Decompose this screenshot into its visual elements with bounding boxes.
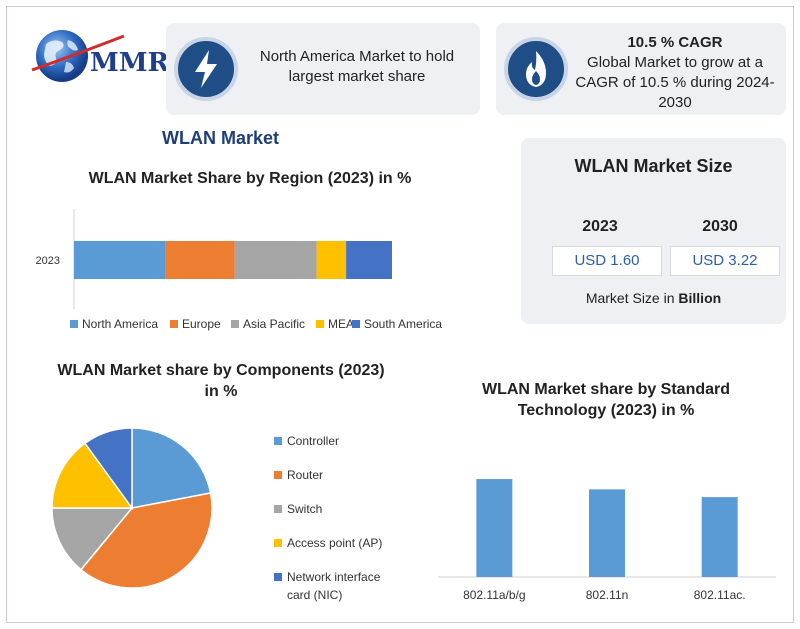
cagr-text-block: 10.5 % CAGR Global Market to grow at a C… <box>570 33 780 113</box>
region-legend-swatch-4 <box>316 320 324 328</box>
region-bar-segment-2 <box>165 241 235 279</box>
market-size-footer-unit: Billion <box>678 290 722 306</box>
technology-chart-title: WLAN Market share by Standard Technology… <box>481 381 731 419</box>
region-category-label: 2023 <box>36 255 60 267</box>
region-legend-label-4: MEA <box>328 317 354 331</box>
pie-legend-swatch-5 <box>274 573 282 581</box>
market-size-title: WLAN Market Size <box>574 156 733 176</box>
technology-bar-chart: 802.11a/b/g 802.11n 802.11ac. <box>438 479 776 602</box>
market-size-footer-prefix: Market Size in <box>585 290 675 306</box>
year-2030-label: 2030 <box>702 218 738 235</box>
pie-legend-label-1: Controller <box>287 434 340 448</box>
pie-legend-swatch-1 <box>274 437 282 445</box>
pie-legend-item-4: Access point (AP) <box>274 534 404 552</box>
market-size-card: WLAN Market Size 2023 2030 USD 1.60 USD … <box>521 138 786 324</box>
cagr-card: 10.5 % CAGR Global Market to grow at a C… <box>496 23 786 115</box>
region-legend-swatch-1 <box>70 320 78 328</box>
region-legend-swatch-5 <box>352 320 360 328</box>
pie-legend-label-3: Switch <box>287 502 323 516</box>
tech-category-label-1: 802.11a/b/g <box>463 588 526 602</box>
flame-icon-badge <box>504 37 568 101</box>
region-highlight-text: North America Market to hold largest mar… <box>259 48 455 85</box>
pie-slice-1 <box>131 427 212 509</box>
year-2023-label: 2023 <box>582 218 618 235</box>
pie-legend-label-2: Router <box>287 468 324 482</box>
pie-slice-3 <box>51 507 134 571</box>
market-size-footer: Market Size in Billion <box>521 290 786 306</box>
region-legend-swatch-2 <box>170 320 178 328</box>
lightning-icon <box>195 50 217 88</box>
cagr-description: Global Market to grow at a CAGR of 10.5 … <box>575 54 775 111</box>
market-title: WLAN Market <box>162 128 280 148</box>
region-bar-segment-3 <box>234 241 317 279</box>
tech-bar-1 <box>476 479 513 577</box>
components-pie-chart <box>51 427 213 589</box>
region-chart-title: WLAN Market Share by Region (2023) in % <box>88 170 412 187</box>
mmr-logo: MMR <box>24 22 169 92</box>
globe-icon <box>31 30 125 82</box>
region-stacked-bar-chart: 2023 North America Europe Asia Pacific MEA So… <box>36 209 442 331</box>
pie-slice-5 <box>83 427 133 511</box>
region-legend-label-2: Europe <box>182 317 221 331</box>
pie-legend-item-1: Controller <box>274 432 404 450</box>
logo-text: MMR <box>90 48 170 78</box>
region-legend-swatch-3 <box>231 320 239 328</box>
pie-legend-swatch-3 <box>274 505 282 513</box>
pie-legend-swatch-2 <box>274 471 282 479</box>
pie-legend-swatch-4 <box>274 539 282 547</box>
tech-category-label-2: 802.11n <box>586 588 629 602</box>
region-legend-label-3: Asia Pacific <box>243 317 305 331</box>
pie-slice-4 <box>51 442 134 509</box>
region-bar-segment-5 <box>346 241 392 279</box>
region-highlight-card: North America Market to hold largest mar… <box>166 23 480 115</box>
lightning-icon-badge <box>174 37 238 101</box>
flame-icon <box>526 51 546 87</box>
pie-legend-item-5: Network interface card (NIC) <box>274 568 404 604</box>
pie-legend-label-5: Network interface card (NIC) <box>287 570 381 602</box>
pie-legend-item-2: Router <box>274 466 404 484</box>
tech-bar-2 <box>589 489 625 577</box>
components-chart-title: WLAN Market share by Components (2023) i… <box>57 362 385 400</box>
cagr-title: 10.5 % CAGR <box>627 34 723 51</box>
region-bar-segment-1 <box>74 241 166 279</box>
tech-category-label-3: 802.11ac. <box>694 588 746 602</box>
region-legend-label-5: South America <box>364 317 442 331</box>
pie-legend-item-3: Switch <box>274 500 404 518</box>
market-size-2030-value: USD 3.22 <box>670 246 780 276</box>
tech-bar-3 <box>701 497 738 577</box>
market-size-2023-value: USD 1.60 <box>552 246 662 276</box>
pie-slice-2 <box>79 492 213 589</box>
region-legend-label-1: North America <box>82 317 158 331</box>
region-bar-segment-4 <box>316 241 347 279</box>
pie-legend-label-4: Access point (AP) <box>287 536 383 550</box>
